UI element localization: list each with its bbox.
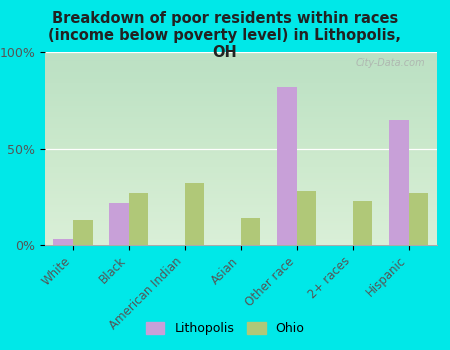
Text: Breakdown of poor residents within races
(income below poverty level) in Lithopo: Breakdown of poor residents within races… (49, 10, 401, 60)
Bar (353, 201, 372, 245)
Bar (389, 120, 409, 245)
Bar (185, 183, 204, 245)
Text: City-Data.com: City-Data.com (355, 58, 425, 68)
Bar (73, 220, 93, 245)
Bar (241, 218, 260, 245)
Bar (54, 239, 73, 245)
Bar (409, 193, 428, 245)
Bar (109, 203, 129, 245)
Legend: Lithopolis, Ohio: Lithopolis, Ohio (140, 317, 310, 340)
Bar (297, 191, 316, 245)
Bar (129, 193, 148, 245)
Bar (277, 87, 297, 245)
